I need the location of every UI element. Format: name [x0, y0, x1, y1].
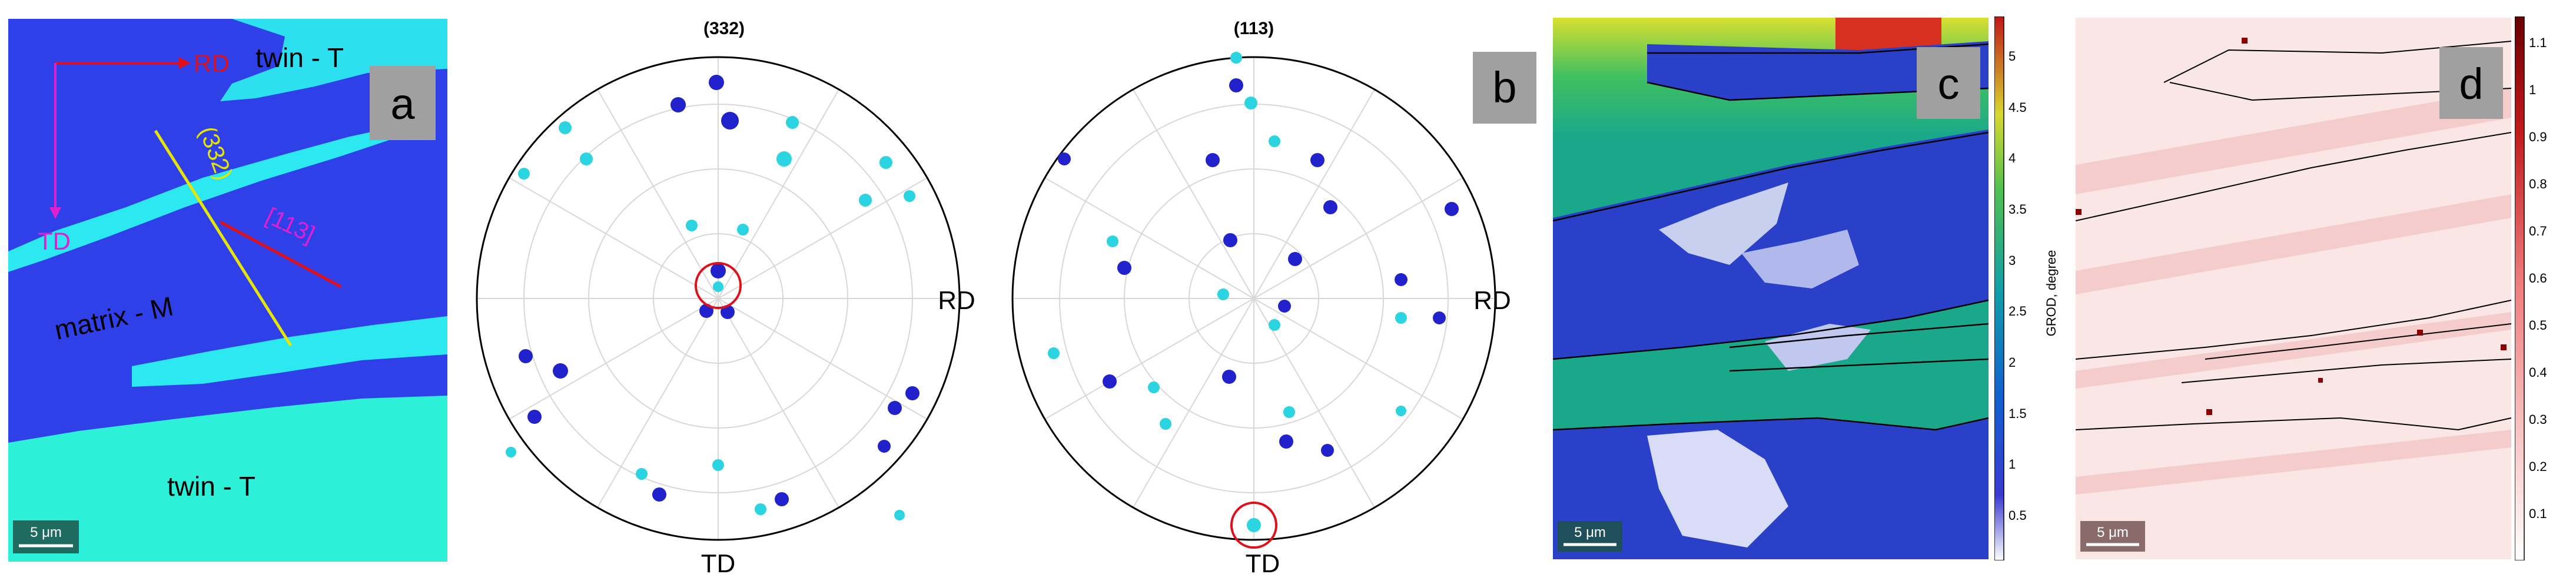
twin-bottom-region — [8, 396, 447, 562]
cbar-d-tick: 1.1 — [2529, 35, 2547, 50]
cbar-d-tick: 0.8 — [2529, 177, 2547, 191]
scalebar-label-d: 5 μm — [2097, 525, 2129, 540]
cbar-d-tick: 0.6 — [2529, 271, 2547, 286]
colorbar-c-scale — [1994, 16, 2004, 560]
pf1-rd-label: RD — [938, 286, 975, 315]
pole-figure-332-title: (332) — [703, 19, 745, 38]
panel-b-letter-box: b — [1473, 52, 1536, 124]
pole-figure-113-title: (113) — [1234, 19, 1274, 38]
trace-332-line — [154, 130, 293, 347]
pf2-td-label: TD — [1246, 549, 1280, 577]
cbar-c-tick: 1.5 — [2009, 406, 2027, 421]
cbar-d-tick: 0.3 — [2529, 412, 2547, 427]
cbar-c-tick: 0.5 — [2009, 508, 2027, 523]
pole-figure-113: (113) RD TD — [995, 12, 1519, 577]
cbar-c-tick: 2.5 — [2009, 304, 2027, 318]
cbar-c-tick: 1 — [2009, 457, 2016, 472]
cbar-d-tick: 0.2 — [2529, 459, 2547, 474]
panel-c-grod-map: c 5 μm — [1553, 18, 1989, 559]
colorbar-c: 5 4.5 4 3.5 3 2.5 2 1.5 1 0.5 GROD, degr… — [1994, 16, 2077, 560]
scalebar-label-a: 5 μm — [30, 525, 62, 540]
cbar-c-tick: 4 — [2009, 151, 2016, 165]
pole-figure-113-circle — [1011, 56, 1496, 541]
twin-bottom-label: twin - T — [167, 471, 255, 502]
panel-b-letter: b — [1492, 63, 1517, 112]
pole-figure-332-circle — [476, 56, 961, 541]
cbar-c-tick: 3 — [2009, 253, 2016, 268]
td-label: TD — [38, 227, 71, 255]
direction-113-line — [219, 220, 342, 288]
panel-a-ebsd-map: RD TD (332) [113] twin - T matrix - M tw… — [8, 19, 447, 562]
colorbar-c-label: GROD, degree — [2044, 250, 2059, 337]
scalebar-label-c: 5 μm — [1574, 525, 1606, 540]
cbar-d-tick: 0.7 — [2529, 224, 2547, 238]
cbar-c-tick: 2 — [2009, 355, 2016, 370]
highlight-circle-332 — [695, 262, 742, 309]
panel-d-map: d 5 μm — [2076, 18, 2511, 559]
panel-a-letter: a — [390, 79, 415, 128]
pf1-td-label: TD — [701, 549, 736, 577]
cbar-d-tick: 0.5 — [2529, 318, 2547, 333]
cbar-d-tick: 1 — [2529, 82, 2536, 97]
scalebar-box-d — [2080, 521, 2145, 552]
highlight-circle-113 — [1230, 502, 1277, 549]
panel-c-letter: c — [1938, 59, 1960, 108]
twin-top-region — [220, 19, 447, 101]
panel-d-letter-box — [2439, 47, 2503, 119]
cbar-d-tick: 0.9 — [2529, 130, 2547, 144]
pole-figure-332: (332) RD — [459, 12, 989, 577]
colorbar-d: 1.1 1 0.9 0.8 0.7 0.6 0.5 0.4 0.3 0.2 0.… — [2515, 16, 2574, 560]
cbar-d-tick: 0.4 — [2529, 365, 2547, 380]
panel-a-letter-box — [370, 66, 436, 140]
cbar-c-tick: 4.5 — [2009, 100, 2027, 115]
panel-c-letter-box — [1917, 47, 1980, 119]
twin-top-label: twin - T — [255, 42, 344, 73]
scalebar-box-c — [1558, 521, 1622, 552]
cbar-c-tick: 3.5 — [2009, 202, 2027, 217]
pf2-rd-label: RD — [1473, 286, 1511, 315]
scalebar-box-a — [13, 520, 79, 553]
colorbar-d-scale — [2515, 16, 2525, 560]
rd-label: RD — [194, 49, 230, 77]
twin-lower-band — [132, 316, 447, 387]
cbar-d-tick: 0.1 — [2529, 506, 2547, 521]
panel-d-letter: d — [2459, 59, 2483, 108]
cbar-c-tick: 5 — [2009, 49, 2016, 64]
